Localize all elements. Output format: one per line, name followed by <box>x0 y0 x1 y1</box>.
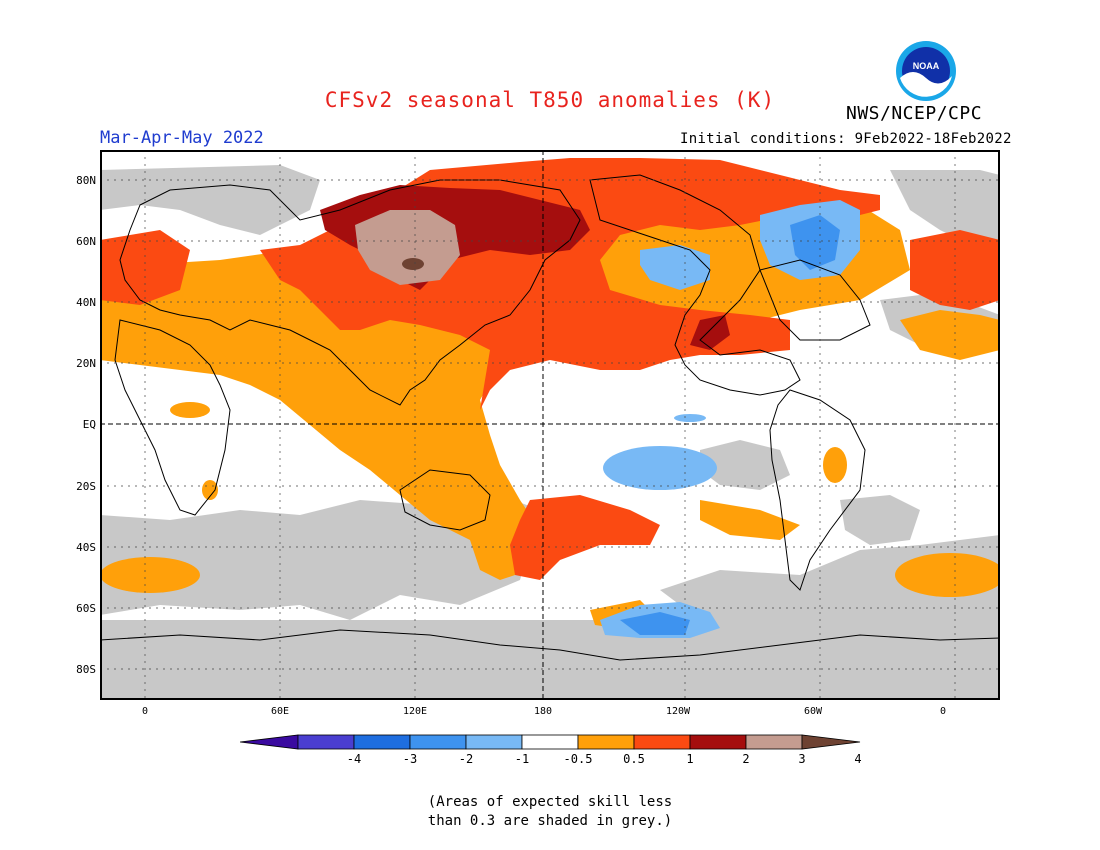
lat-label: 40N <box>76 296 96 309</box>
map-frame <box>100 150 1000 700</box>
lat-label: 60N <box>76 235 96 248</box>
footnote-line-1: (Areas of expected skill less <box>427 794 673 810</box>
lon-label: 120E <box>402 706 428 717</box>
lat-label: 20S <box>76 480 96 493</box>
lat-label: 80S <box>76 663 96 676</box>
lon-label: 0 <box>939 706 947 717</box>
colorbar-segment <box>353 734 411 750</box>
lat-label: EQ <box>82 418 96 431</box>
lon-label: 60W <box>803 706 823 717</box>
footnote-line-2: than 0.3 are shaded in grey.) <box>427 813 673 829</box>
anomaly-map <box>99 150 1005 700</box>
colorbar-segment <box>745 734 803 750</box>
colorbar-segment <box>465 734 523 750</box>
lat-label: 40S <box>76 541 96 554</box>
colorbar-segment <box>409 734 467 750</box>
lon-label: 120W <box>665 706 691 717</box>
agency-label: NWS/NCEP/CPC <box>846 103 983 124</box>
colorbar-tick-label: 1 <box>686 752 693 766</box>
colorbar-arrow-low <box>239 734 299 750</box>
colorbar-tick-label: -4 <box>347 752 361 766</box>
colorbar-segment <box>689 734 747 750</box>
lon-label: 60E <box>270 706 290 717</box>
colorbar-segment <box>577 734 635 750</box>
noaa-logo-text: NOAA <box>913 61 940 71</box>
lon-label: 0 <box>141 706 149 717</box>
colorbar: -4 -3 -2 -1 -0.5 0.5 1 2 3 4 <box>239 733 862 769</box>
gridlines <box>100 150 1000 700</box>
reference-lines <box>100 150 1000 700</box>
season-label: Mar-Apr-May 2022 <box>100 128 264 148</box>
anomaly-neg1-2 <box>620 215 840 635</box>
colorbar-segment <box>521 734 579 750</box>
colorbar-tick-label: 4 <box>854 752 861 766</box>
colorbar-tick-label: -1 <box>515 752 529 766</box>
colorbar-tick-label: -2 <box>459 752 473 766</box>
colorbar-arrow-high <box>801 734 861 750</box>
colorbar-tick-label: -0.5 <box>564 752 593 766</box>
initial-conditions-label: Initial conditions: 9Feb2022-18Feb2022 <box>680 131 1012 147</box>
antarctic-grey <box>100 620 1000 700</box>
coastlines <box>99 174 1001 661</box>
colorbar-tick-label: 0.5 <box>623 752 645 766</box>
colorbar-tick-label: -3 <box>403 752 417 766</box>
anomaly-3-4 <box>355 210 460 285</box>
noaa-logo: NOAA <box>895 40 957 102</box>
lat-label: 60S <box>76 602 96 615</box>
colorbar-tick-label: 3 <box>798 752 805 766</box>
anomaly-gt4 <box>402 258 424 270</box>
lat-label: 20N <box>76 357 96 370</box>
colorbar-segment <box>633 734 691 750</box>
colorbar-segment <box>297 734 355 750</box>
colorbar-tick-label: 2 <box>742 752 749 766</box>
map-title: CFSv2 seasonal T850 anomalies (K) <box>324 88 776 112</box>
lat-label: 80N <box>76 174 96 187</box>
lon-label: 180 <box>533 706 553 717</box>
